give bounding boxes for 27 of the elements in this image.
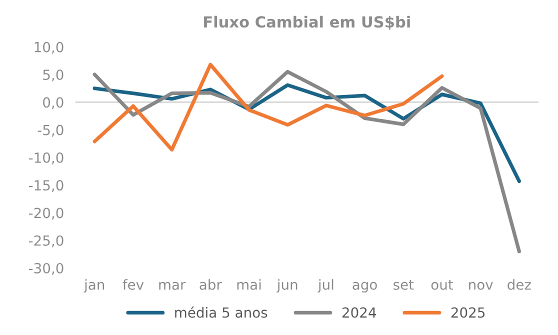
legend-label: média 5 anos — [175, 306, 268, 318]
y-tick-label: -10,0 — [28, 152, 64, 164]
x-tick-label: jul — [318, 279, 334, 293]
x-tick-label: jun — [276, 279, 298, 293]
x-tick-label: ago — [352, 282, 377, 293]
x-tick-label: jan — [84, 279, 104, 293]
line-series — [92, 70, 521, 254]
y-tick-label: 5,0 — [43, 70, 64, 82]
y-tick-label: -15,0 — [28, 180, 64, 192]
legend-label: 2025 — [451, 307, 485, 318]
chart-title: Fluxo Cambial em US$bi — [204, 16, 410, 30]
x-tick-label: dez — [508, 279, 531, 290]
y-tick-label: -5,0 — [38, 124, 64, 137]
legend-label: 2024 — [342, 307, 376, 318]
y-tick-label: -20,0 — [28, 208, 64, 220]
y-tick-label: -25,0 — [28, 235, 64, 248]
y-tick-label: -30,0 — [28, 262, 64, 275]
y-tick-label: 0,0 — [43, 97, 64, 110]
x-tick-label: mar — [159, 282, 186, 290]
line-series — [92, 62, 444, 152]
x-tick-label: set — [394, 280, 414, 290]
x-tick-label: out — [431, 280, 454, 290]
x-tick-label: nov — [469, 282, 493, 290]
x-tick-label: mai — [237, 279, 261, 290]
y-tick-label: 10,0 — [34, 42, 64, 54]
x-tick-label: abr — [200, 279, 222, 290]
x-tick-label: fev — [122, 279, 144, 290]
